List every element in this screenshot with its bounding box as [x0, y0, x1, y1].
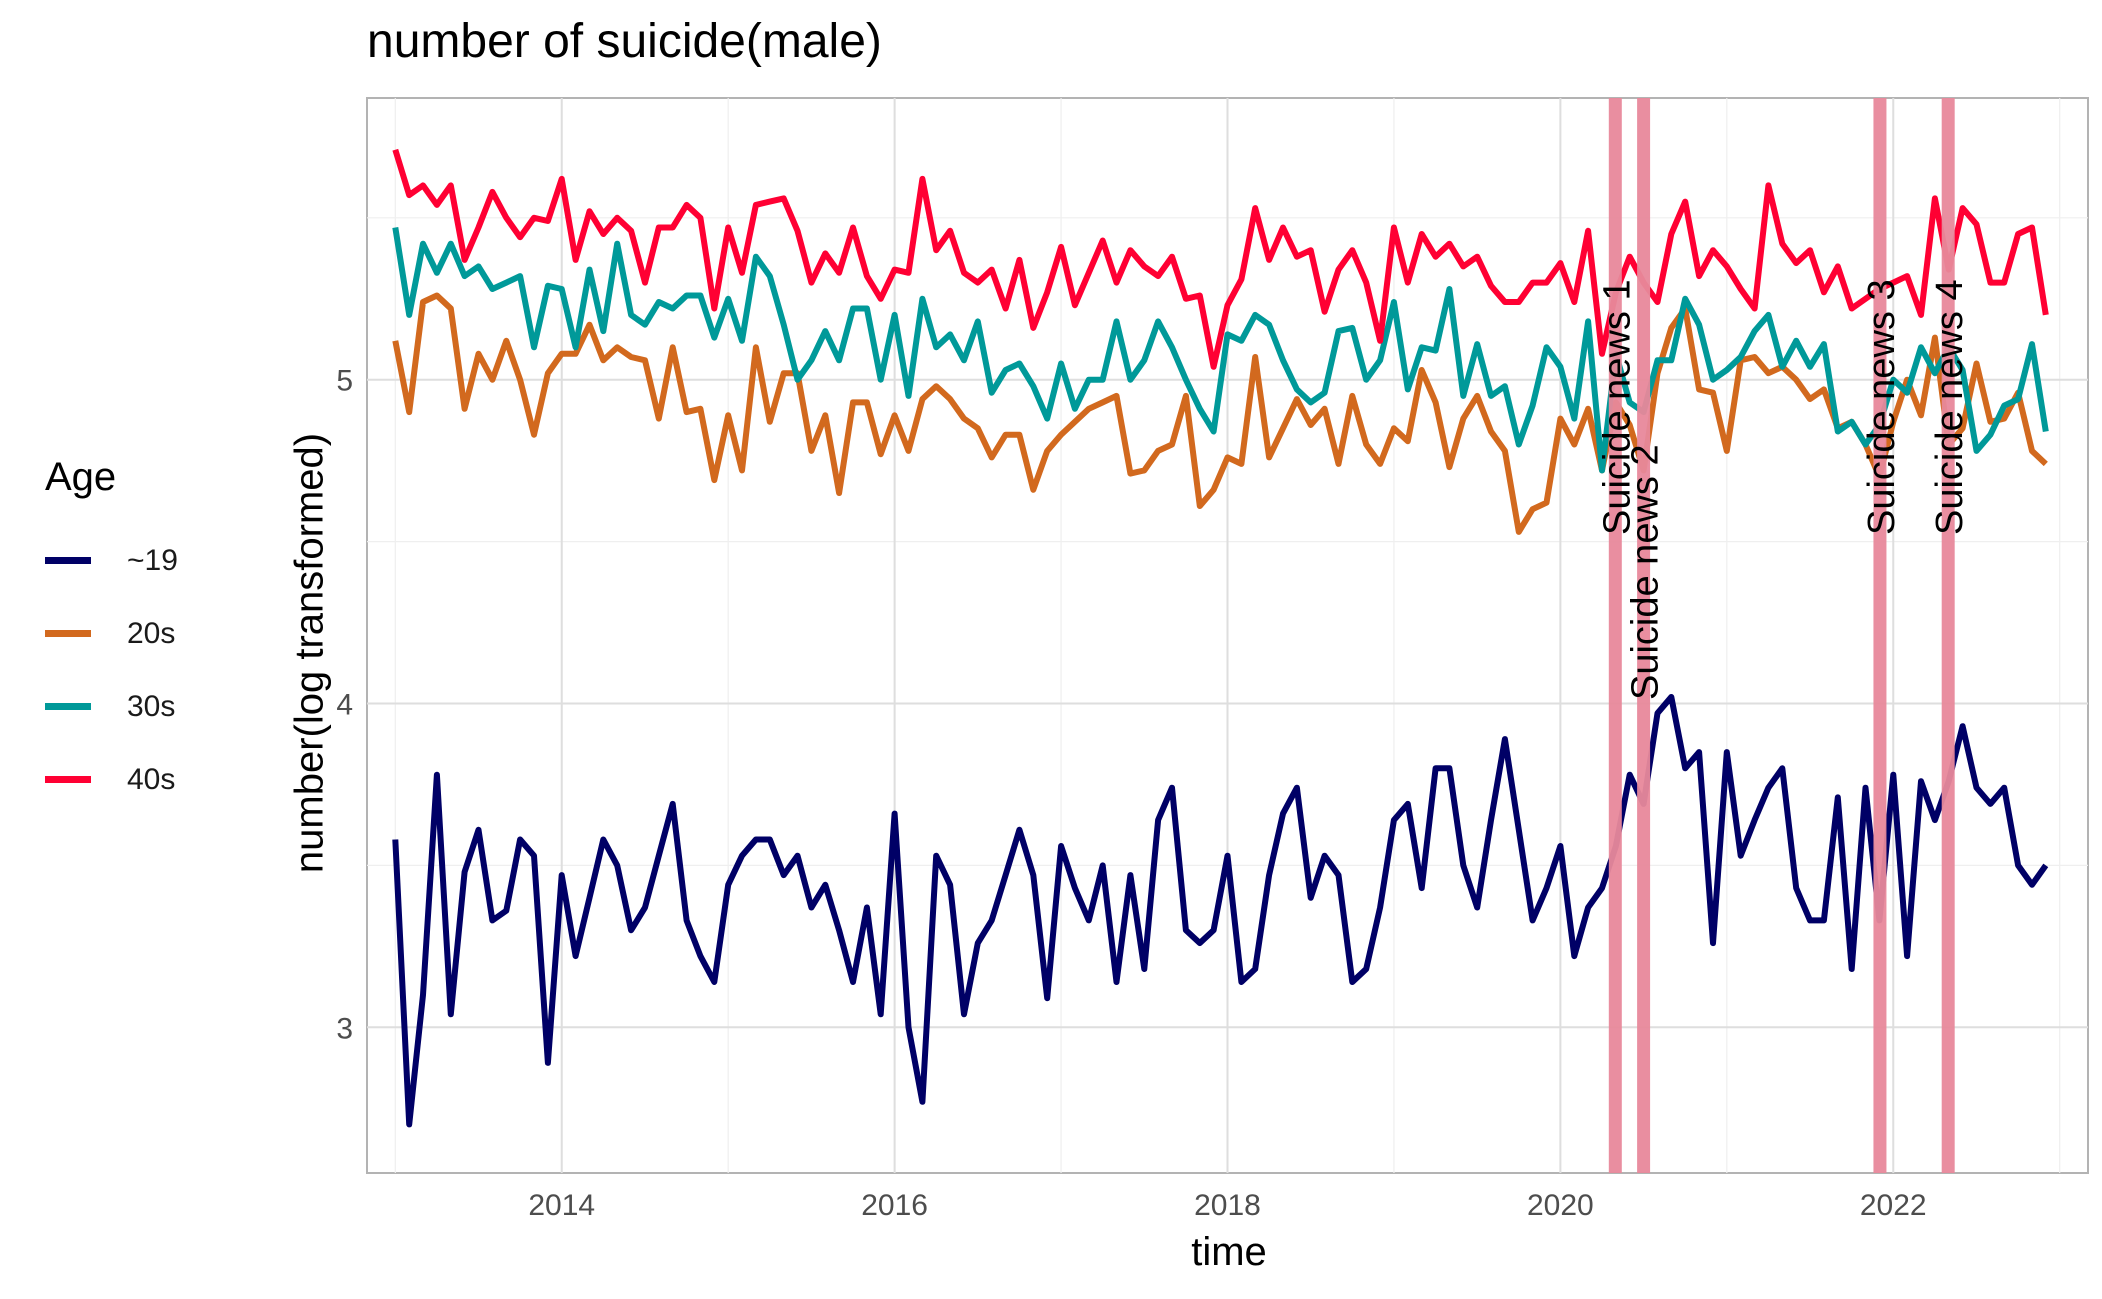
series-line-3	[392, 148, 2049, 370]
annotation-lines	[1608, 98, 1955, 1173]
x-tick-label: 2020	[1527, 1189, 1594, 1222]
x-tick-label: 2016	[861, 1189, 928, 1222]
x-axis-label: time	[1191, 1230, 1267, 1274]
series-line-2	[392, 227, 2049, 474]
annotation-label-3: Suicide news 3	[1861, 279, 1903, 535]
major-gridlines	[367, 98, 2088, 1173]
series-line-0	[392, 694, 2049, 1128]
legend: Age ~19 20s 30s 40s	[45, 455, 178, 816]
legend-key-30s	[45, 703, 91, 710]
legend-key-20s	[45, 630, 91, 637]
annotation-label-1: Suicide news 1	[1596, 279, 1638, 535]
x-tick-label: 2018	[1194, 1189, 1261, 1222]
legend-label-under-19: ~19	[127, 543, 178, 577]
x-tick-label: 2022	[1860, 1189, 1927, 1222]
y-tick-label: 3	[336, 1012, 353, 1045]
legend-item-30s: 30s	[45, 670, 178, 743]
y-axis-label: number(log transformed)	[287, 432, 332, 874]
legend-label-30s: 30s	[127, 689, 176, 723]
series-line-1	[392, 292, 2048, 535]
legend-label-40s: 40s	[127, 762, 176, 796]
legend-title: Age	[45, 455, 117, 499]
annotation-label-4: Suicide news 4	[1929, 279, 1971, 535]
y-tick-label: 5	[336, 365, 353, 398]
y-tick-label: 4	[336, 688, 353, 721]
legend-item-under-19: ~19	[45, 524, 178, 597]
x-axis-tick-labels: 2014 2016 2018 2020 2022	[528, 1189, 1926, 1222]
chart-title: number of suicide(male)	[367, 15, 882, 68]
legend-key-under-19	[45, 557, 91, 564]
series-lines	[392, 148, 2049, 1128]
legend-label-20s: 20s	[127, 616, 176, 650]
legend-item-40s: 40s	[45, 743, 178, 816]
x-tick-label: 2014	[528, 1189, 595, 1222]
legend-item-20s: 20s	[45, 597, 178, 670]
legend-key-40s	[45, 776, 91, 783]
annotation-label-2: Suicide news 2	[1625, 444, 1667, 700]
y-axis-tick-labels: 3 4 5	[336, 365, 353, 1046]
